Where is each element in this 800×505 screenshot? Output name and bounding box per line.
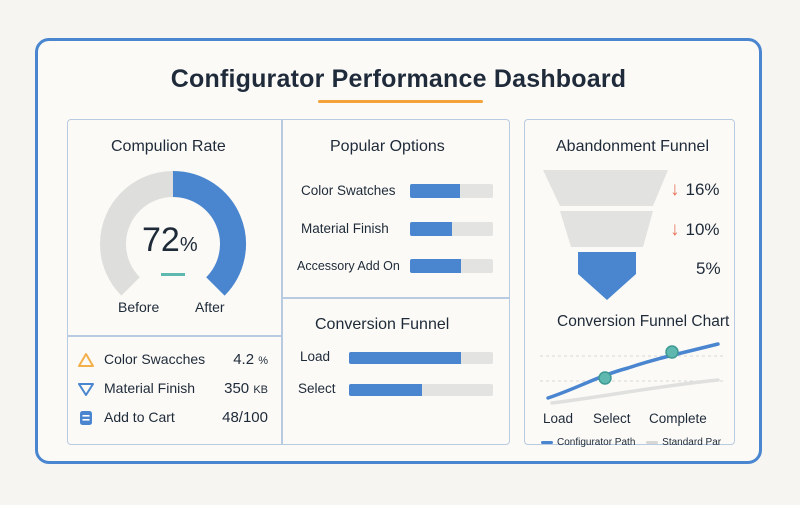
conversion-funnel-title: Conversion Funnel [315, 316, 450, 333]
standard-path-line [550, 378, 720, 405]
metric-row: Add to Cart 48/100 [78, 409, 268, 429]
abandonment-funnel-graphic [543, 170, 668, 300]
gauge-marker [161, 273, 185, 276]
before-label: Before [118, 299, 160, 315]
chart-legend: Configurator Path Standard Par [541, 437, 721, 448]
x-axis-label: Select [593, 411, 631, 426]
metric-row: Material Finish 350 KB [78, 380, 268, 400]
abandonment-pct: ↓ 16% [670, 179, 720, 200]
funnel-stage-bar-fill [349, 384, 423, 396]
abandonment-funnel-title: Abandonment Funnel [556, 138, 709, 155]
option-bar [410, 184, 493, 198]
after-label: After [195, 299, 225, 315]
legend-swatch [541, 440, 553, 444]
option-label: Accessory Add On [297, 259, 400, 273]
completion-gauge [100, 171, 246, 296]
chart-marker [665, 345, 679, 359]
divider [68, 335, 281, 337]
abandonment-pct: ↓ 10% [670, 219, 720, 240]
funnel-chart [540, 342, 723, 405]
down-arrow-icon: ↓ [670, 179, 680, 200]
popular-options-title: Popular Options [330, 138, 445, 155]
divider [281, 120, 283, 444]
option-label: Color Swatches [301, 183, 396, 198]
funnel-stage-bar-fill [349, 352, 462, 364]
funnel-stage-middle [560, 211, 653, 247]
configurator-path-line [546, 342, 720, 400]
funnel-stage-bar [349, 384, 493, 396]
chart-marker [598, 371, 612, 385]
x-axis-label: Load [543, 411, 574, 426]
completion-rate-value: 72% [142, 221, 198, 259]
funnel-stage-bar [349, 352, 493, 364]
option-bar [410, 259, 493, 273]
dashboard-title: Configurator Performance Dashboard [170, 65, 627, 93]
funnel-chart-title: Conversion Funnel Chart [557, 313, 730, 330]
option-label: Material Finish [301, 221, 389, 236]
down-arrow-icon: ↓ [670, 219, 680, 240]
dashboard-frame: Configurator Performance Dashboard Compu… [35, 38, 762, 464]
funnel-stage-label: Load [300, 349, 331, 364]
option-bar [410, 222, 493, 236]
completion-rate-title: Compulion Rate [111, 138, 226, 155]
divider [282, 297, 509, 299]
list-icon [80, 411, 92, 425]
funnel-stage-bottom [578, 252, 636, 300]
legend-label: Standard Par [662, 437, 722, 448]
funnel-stage-label: Select [298, 381, 336, 396]
abandonment-pct: 5% [696, 259, 721, 278]
gauge-fill [172, 171, 246, 296]
legend-label: Configurator Path [557, 437, 636, 448]
legend-swatch [646, 440, 659, 444]
x-axis-label: Complete [649, 411, 707, 426]
down-triangle-icon [78, 383, 94, 396]
warning-triangle-icon [78, 353, 94, 367]
option-bar-fill [410, 184, 460, 198]
title-underline [318, 100, 483, 103]
option-bar-fill [410, 222, 453, 236]
option-bar-fill [410, 259, 462, 273]
funnel-stage-top [543, 170, 668, 206]
metric-row: Color Swacches 4.2 % [78, 351, 268, 371]
